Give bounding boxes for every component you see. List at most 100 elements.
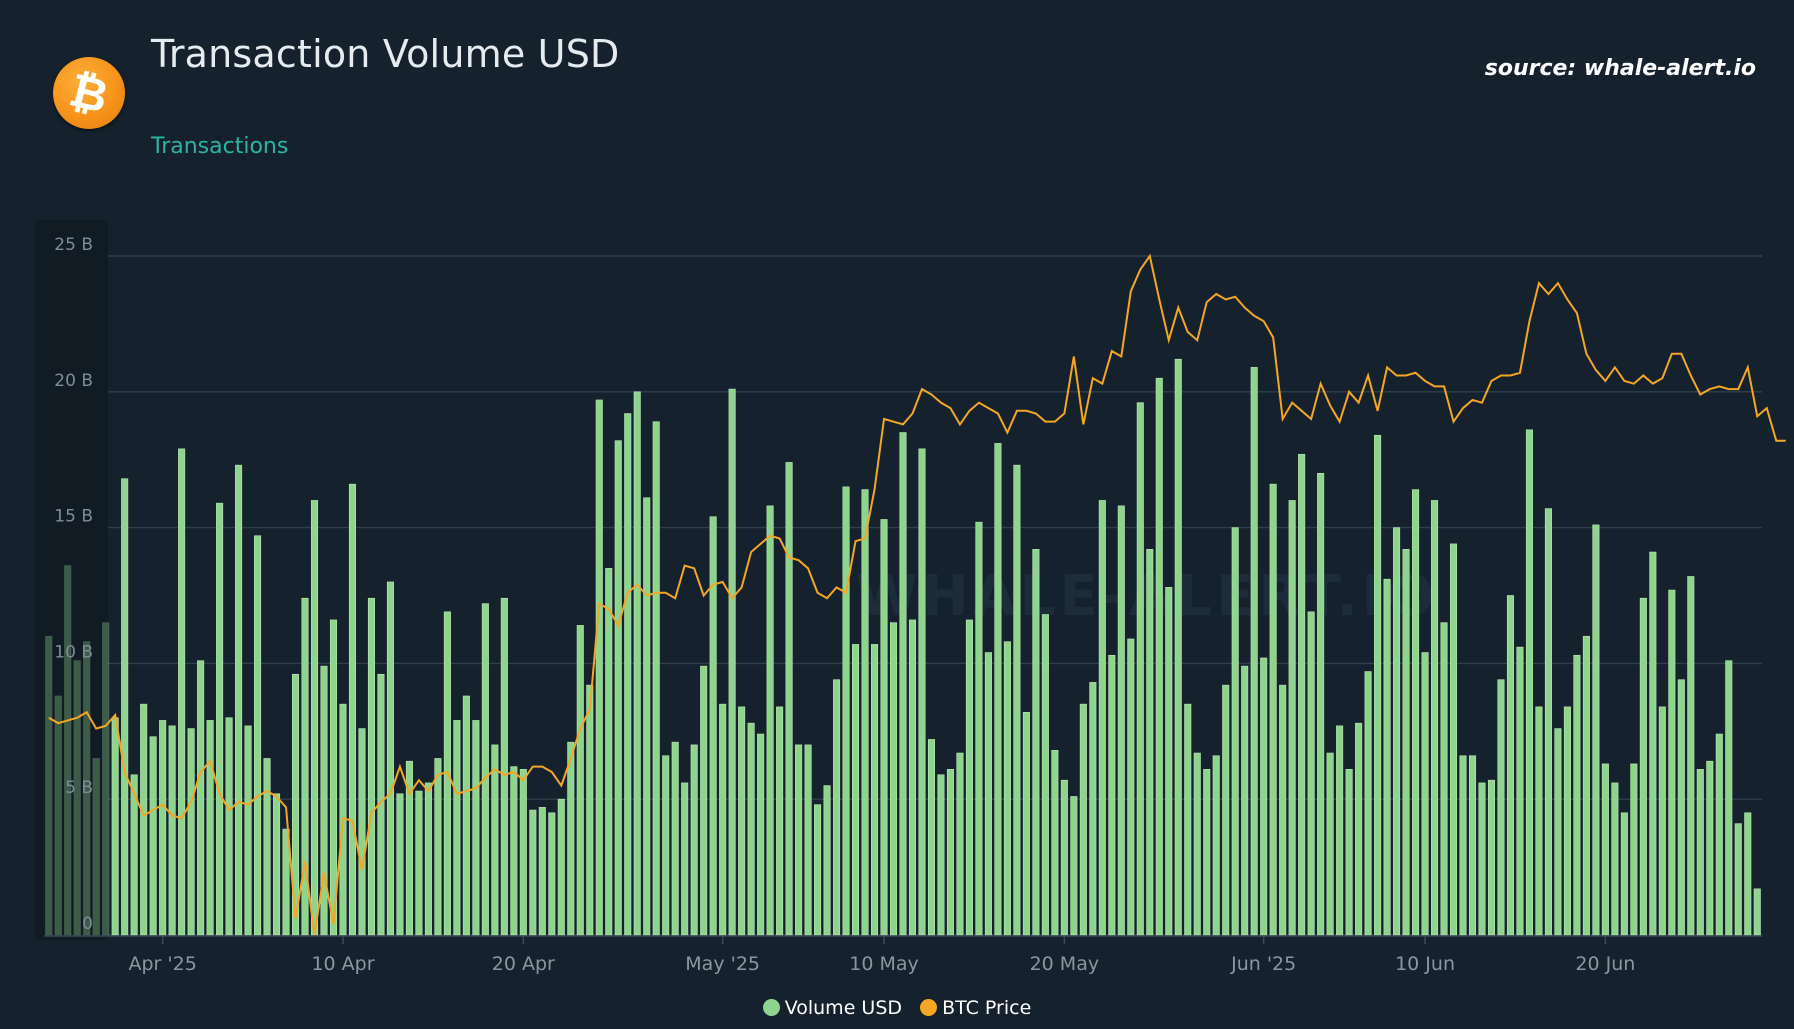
volume-bar[interactable] <box>1412 489 1420 936</box>
volume-bar[interactable] <box>538 807 546 936</box>
volume-bar[interactable] <box>956 752 964 936</box>
volume-bar[interactable] <box>690 744 698 936</box>
volume-bar[interactable] <box>624 413 632 936</box>
volume-bar[interactable] <box>73 660 81 936</box>
volume-bar[interactable] <box>557 798 565 936</box>
volume-bar[interactable] <box>757 733 765 936</box>
volume-bar[interactable] <box>747 722 755 936</box>
volume-bar[interactable] <box>519 769 527 936</box>
volume-bar[interactable] <box>254 535 262 936</box>
volume-bar[interactable] <box>1744 812 1752 936</box>
volume-bar[interactable] <box>700 665 708 936</box>
volume-bar[interactable] <box>1222 684 1230 936</box>
volume-bar[interactable] <box>1620 812 1628 936</box>
volume-bar[interactable] <box>1155 377 1163 936</box>
volume-bar[interactable] <box>1563 706 1571 936</box>
volume-bar[interactable] <box>576 625 584 936</box>
volume-bar[interactable] <box>937 774 945 936</box>
volume-bar[interactable] <box>491 744 499 936</box>
volume-bar[interactable] <box>1440 622 1448 936</box>
volume-bar[interactable] <box>348 483 356 936</box>
volume-bar[interactable] <box>889 622 898 936</box>
volume-bar[interactable] <box>1241 665 1249 936</box>
volume-bar[interactable] <box>273 793 281 936</box>
volume-bar[interactable] <box>814 804 822 936</box>
volume-bar[interactable] <box>1079 703 1087 936</box>
volume-bar[interactable] <box>586 684 594 936</box>
volume-bar[interactable] <box>984 652 992 936</box>
volume-bar[interactable] <box>852 644 860 936</box>
volume-bar[interactable] <box>1630 763 1638 936</box>
volume-bar[interactable] <box>1725 660 1733 936</box>
volume-bar[interactable] <box>216 502 224 936</box>
volume-bar[interactable] <box>140 703 148 936</box>
volume-bar[interactable] <box>1601 763 1609 936</box>
volume-bar[interactable] <box>168 725 176 936</box>
volume-bar[interactable] <box>965 619 973 936</box>
volume-bar[interactable] <box>662 755 670 936</box>
volume-bar[interactable] <box>1060 779 1068 936</box>
volume-bar[interactable] <box>1193 752 1201 936</box>
volume-bar[interactable] <box>235 464 243 936</box>
volume-bar[interactable] <box>595 399 603 936</box>
volume-bar[interactable] <box>225 717 233 936</box>
volume-bar[interactable] <box>785 462 793 936</box>
volume-bar[interactable] <box>1544 508 1552 936</box>
volume-bar[interactable] <box>1383 578 1391 936</box>
volume-bar[interactable] <box>605 568 613 936</box>
volume-bar[interactable] <box>453 720 461 936</box>
volume-bar[interactable] <box>1298 453 1306 936</box>
volume-bar[interactable] <box>1146 549 1154 936</box>
volume-bar[interactable] <box>1687 576 1695 936</box>
volume-bar[interactable] <box>1516 646 1524 936</box>
volume-bar[interactable] <box>1658 706 1666 936</box>
volume-bar[interactable] <box>329 619 338 936</box>
volume-bar[interactable] <box>1051 750 1059 936</box>
volume-bar[interactable] <box>1279 684 1287 936</box>
volume-bar[interactable] <box>861 489 869 936</box>
volume-bar[interactable] <box>1203 769 1211 936</box>
volume-bar[interactable] <box>282 828 290 936</box>
volume-bar[interactable] <box>1345 769 1353 936</box>
volume-bar[interactable] <box>823 785 831 936</box>
volume-bar[interactable] <box>1753 888 1761 936</box>
volume-bar[interactable] <box>1459 755 1467 936</box>
volume-bar[interactable] <box>1288 500 1296 936</box>
volume-bar[interactable] <box>358 728 366 936</box>
volume-bar[interactable] <box>975 521 983 936</box>
volume-bar[interactable] <box>1535 706 1543 936</box>
volume-bar[interactable] <box>842 486 850 936</box>
volume-bar[interactable] <box>1497 679 1505 936</box>
volume-bar[interactable] <box>833 679 841 936</box>
volume-bar[interactable] <box>946 769 954 936</box>
volume-bar[interactable] <box>1127 638 1135 936</box>
volume-bar[interactable] <box>1468 755 1477 936</box>
volume-bar[interactable] <box>1165 587 1173 936</box>
volume-bar[interactable] <box>1041 614 1049 936</box>
volume-bar[interactable] <box>1317 472 1325 936</box>
volume-bar[interactable] <box>92 758 100 936</box>
volume-bar[interactable] <box>1070 796 1078 936</box>
tab-transactions[interactable]: Transactions <box>151 134 289 159</box>
volume-bar[interactable] <box>1326 752 1334 936</box>
volume-bar[interactable] <box>1003 641 1011 936</box>
volume-bar[interactable] <box>994 443 1002 936</box>
volume-bar[interactable] <box>130 774 138 936</box>
volume-bar[interactable] <box>415 790 423 936</box>
volume-bar[interactable] <box>1478 782 1486 936</box>
volume-bar[interactable] <box>206 720 214 936</box>
volume-bar[interactable] <box>1734 823 1742 936</box>
volume-bar[interactable] <box>386 581 394 936</box>
volume-bar[interactable] <box>102 622 110 936</box>
volume-bar[interactable] <box>709 516 717 936</box>
volume-bar[interactable] <box>1269 483 1277 936</box>
volume-bar[interactable] <box>481 603 489 936</box>
volume-bar[interactable] <box>1260 657 1268 936</box>
volume-bar[interactable] <box>776 706 784 936</box>
volume-bar[interactable] <box>1611 782 1619 936</box>
volume-bar[interactable] <box>310 500 319 936</box>
volume-bar[interactable] <box>301 597 309 936</box>
volume-bar[interactable] <box>908 619 917 936</box>
volume-bar[interactable] <box>149 736 157 936</box>
volume-bar[interactable] <box>45 635 53 936</box>
